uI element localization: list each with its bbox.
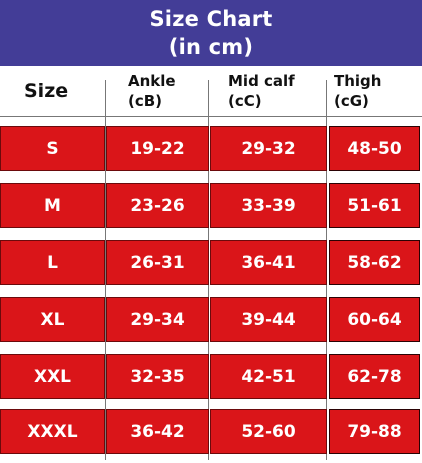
cell-ankle: 19-22 — [106, 126, 209, 171]
title-line-2: (in cm) — [168, 35, 254, 59]
cell-size: M — [0, 183, 105, 228]
cell-mid-calf: 29-32 — [210, 126, 327, 171]
header-divider — [0, 116, 422, 117]
table-header: Size Ankle (cB) Mid calf (cC) Thigh (cG) — [0, 66, 422, 116]
cell-mid-calf: 52-60 — [210, 409, 327, 454]
cell-thigh: 58-62 — [329, 240, 420, 285]
title-banner: Size Chart (in cm) — [0, 0, 422, 66]
header-ankle-label: Ankle — [128, 72, 176, 90]
header-ankle: Ankle (cB) — [128, 66, 208, 116]
cell-size: L — [0, 240, 105, 285]
cell-thigh: 62-78 — [329, 354, 420, 399]
header-ankle-unit: (cB) — [128, 92, 163, 110]
column-divider — [105, 80, 106, 460]
cell-mid-calf: 36-41 — [210, 240, 327, 285]
cell-ankle: 26-31 — [106, 240, 209, 285]
cell-thigh: 51-61 — [329, 183, 420, 228]
header-mid-calf-label: Mid calf — [228, 72, 295, 90]
header-thigh-label: Thigh — [334, 72, 382, 90]
cell-ankle: 23-26 — [106, 183, 209, 228]
cell-size: S — [0, 126, 105, 171]
cell-thigh: 60-64 — [329, 297, 420, 342]
header-thigh-unit: (cG) — [334, 92, 369, 110]
title-line-1: Size Chart — [149, 7, 273, 31]
table-row: XL 29-34 39-44 60-64 — [0, 297, 422, 342]
cell-thigh: 79-88 — [329, 409, 420, 454]
table-row: L 26-31 36-41 58-62 — [0, 240, 422, 285]
header-mid-calf-unit: (cC) — [228, 92, 262, 110]
header-size: Size — [24, 80, 69, 102]
cell-mid-calf: 42-51 — [210, 354, 327, 399]
header-mid-calf: Mid calf (cC) — [228, 66, 324, 116]
cell-size: XL — [0, 297, 105, 342]
table-row: XXXL 36-42 52-60 79-88 — [0, 409, 422, 454]
cell-thigh: 48-50 — [329, 126, 420, 171]
cell-ankle: 36-42 — [106, 409, 209, 454]
table-row: XXL 32-35 42-51 62-78 — [0, 354, 422, 399]
cell-mid-calf: 33-39 — [210, 183, 327, 228]
cell-size: XXXL — [0, 409, 105, 454]
header-thigh: Thigh (cG) — [334, 66, 414, 116]
cell-ankle: 29-34 — [106, 297, 209, 342]
cell-ankle: 32-35 — [106, 354, 209, 399]
table-row: M 23-26 33-39 51-61 — [0, 183, 422, 228]
table-row: S 19-22 29-32 48-50 — [0, 126, 422, 171]
cell-mid-calf: 39-44 — [210, 297, 327, 342]
cell-size: XXL — [0, 354, 105, 399]
